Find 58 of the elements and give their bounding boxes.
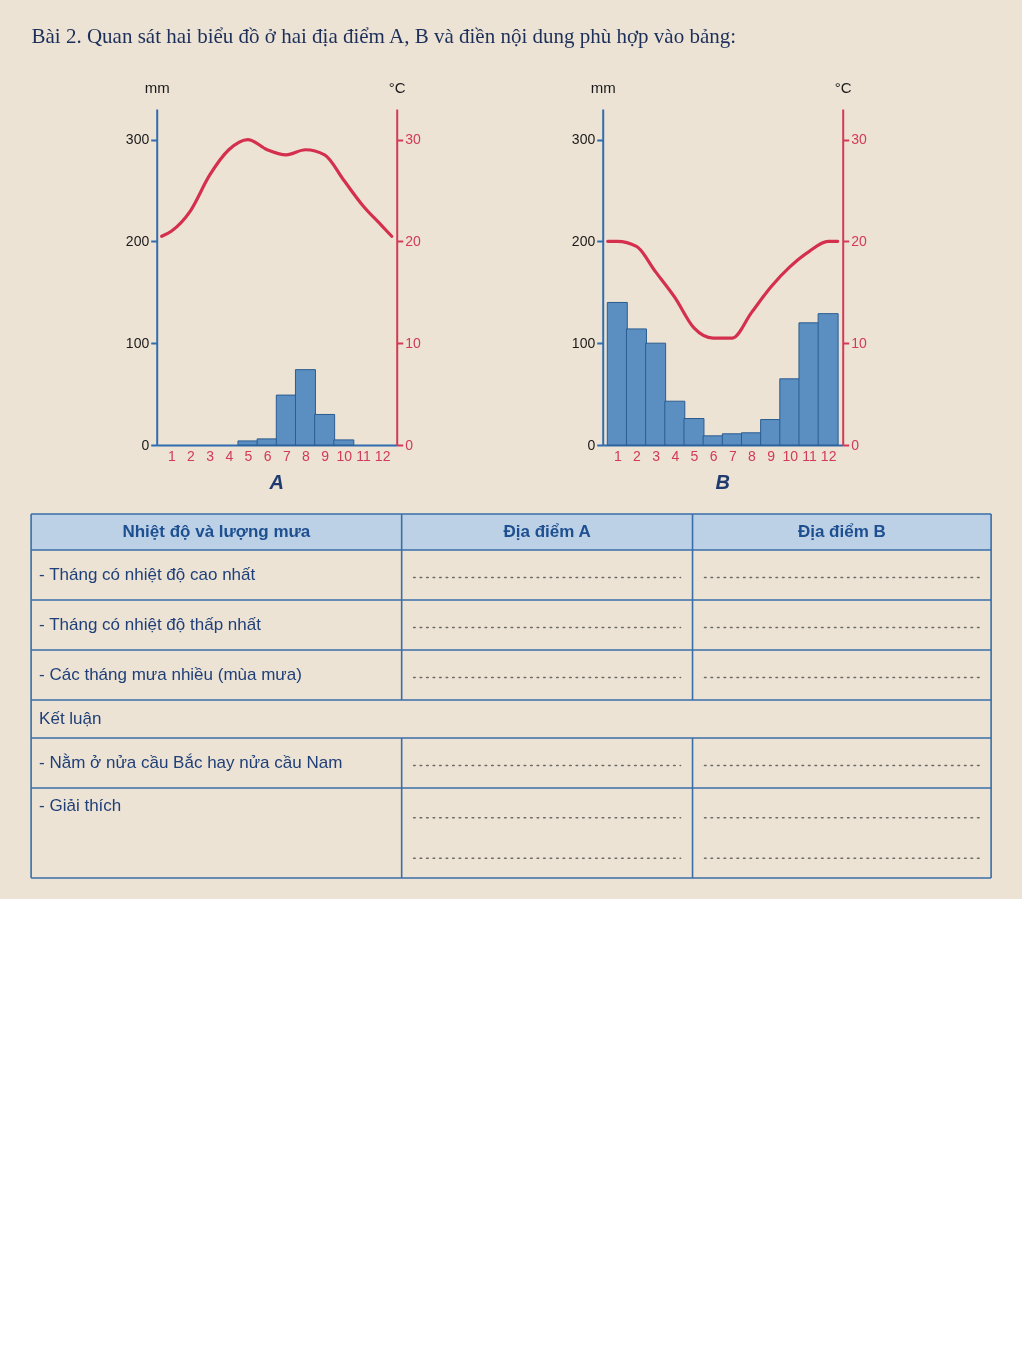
y-tick-label: 300 xyxy=(571,131,596,148)
x-tick-label: 12 xyxy=(374,447,391,464)
x-tick-label: 2 xyxy=(633,447,642,464)
x-tick-label: 6 xyxy=(709,447,718,464)
text: Nhiệt độ và lượng mưa xyxy=(122,522,311,541)
text: - Tháng có nhiệt độ thấp nhất xyxy=(39,615,262,634)
y2-tick-label: 20 xyxy=(851,232,867,249)
line-series xyxy=(160,137,394,238)
x-tick-label: 1 xyxy=(613,447,622,464)
x-tick-label: 3 xyxy=(652,447,661,464)
y-tick-label: 100 xyxy=(571,334,596,351)
y2-tick-label: 30 xyxy=(405,131,421,148)
text: Bài 2. Quan sát hai biểu đồ ở hai địa điểm A, B và điền nội dung phù hợp vào bảng: xyxy=(31,24,737,48)
x-tick-label: 2 xyxy=(187,447,196,464)
x-tick-label: 8 xyxy=(302,447,311,464)
x-tick-label: 3 xyxy=(206,447,215,464)
x-tick-label: 7 xyxy=(728,447,737,464)
y-tick-label: 200 xyxy=(571,232,596,249)
x-tick-label: 5 xyxy=(244,447,253,464)
y-tick-label: 300 xyxy=(125,131,150,148)
text: A xyxy=(268,471,284,493)
x-tick-label: 5 xyxy=(690,447,699,464)
x-tick-label: 11 xyxy=(356,447,371,464)
y-tick-label: 0 xyxy=(587,436,596,453)
y2-tick-label: 10 xyxy=(405,334,421,351)
x-tick-label: 6 xyxy=(263,447,272,464)
text: Địa điểm A xyxy=(503,522,591,541)
text: - Giải thích xyxy=(39,796,122,815)
text: Kết luận xyxy=(39,709,102,728)
x-tick-label: 10 xyxy=(336,447,353,464)
y2-tick-label: 0 xyxy=(851,436,860,453)
x-tick-label: 12 xyxy=(820,447,837,464)
text: - Nằm ở nửa cầu Bắc hay nửa cầu Nam xyxy=(39,753,343,772)
x-tick-label: 8 xyxy=(748,447,757,464)
y2-tick-label: 0 xyxy=(405,436,414,453)
text: - Các tháng mưa nhiều (mùa mưa) xyxy=(39,665,302,684)
y2-tick-label: 10 xyxy=(851,334,867,351)
y-axis-title: mm xyxy=(590,78,616,96)
line-series xyxy=(606,239,840,340)
text: Địa điểm B xyxy=(797,522,886,541)
y-tick-label: 100 xyxy=(125,334,150,351)
x-tick-label: 9 xyxy=(321,447,330,464)
x-tick-label: 4 xyxy=(671,447,680,464)
y-axis-title: mm xyxy=(144,78,170,96)
x-tick-label: 10 xyxy=(782,447,799,464)
x-tick-label: 11 xyxy=(802,447,817,464)
y2-tick-label: 20 xyxy=(405,232,421,249)
text: B xyxy=(715,471,730,493)
y2-axis-title: °C xyxy=(834,78,852,96)
x-tick-label: 4 xyxy=(225,447,234,464)
y2-axis-title: °C xyxy=(388,78,406,96)
y-tick-label: 0 xyxy=(141,436,150,453)
y2-tick-label: 30 xyxy=(851,131,867,148)
x-tick-label: 9 xyxy=(767,447,776,464)
x-tick-label: 1 xyxy=(167,447,176,464)
x-tick-label: 7 xyxy=(282,447,291,464)
text: - Tháng có nhiệt độ cao nhất xyxy=(39,565,256,584)
y-tick-label: 200 xyxy=(125,232,150,249)
